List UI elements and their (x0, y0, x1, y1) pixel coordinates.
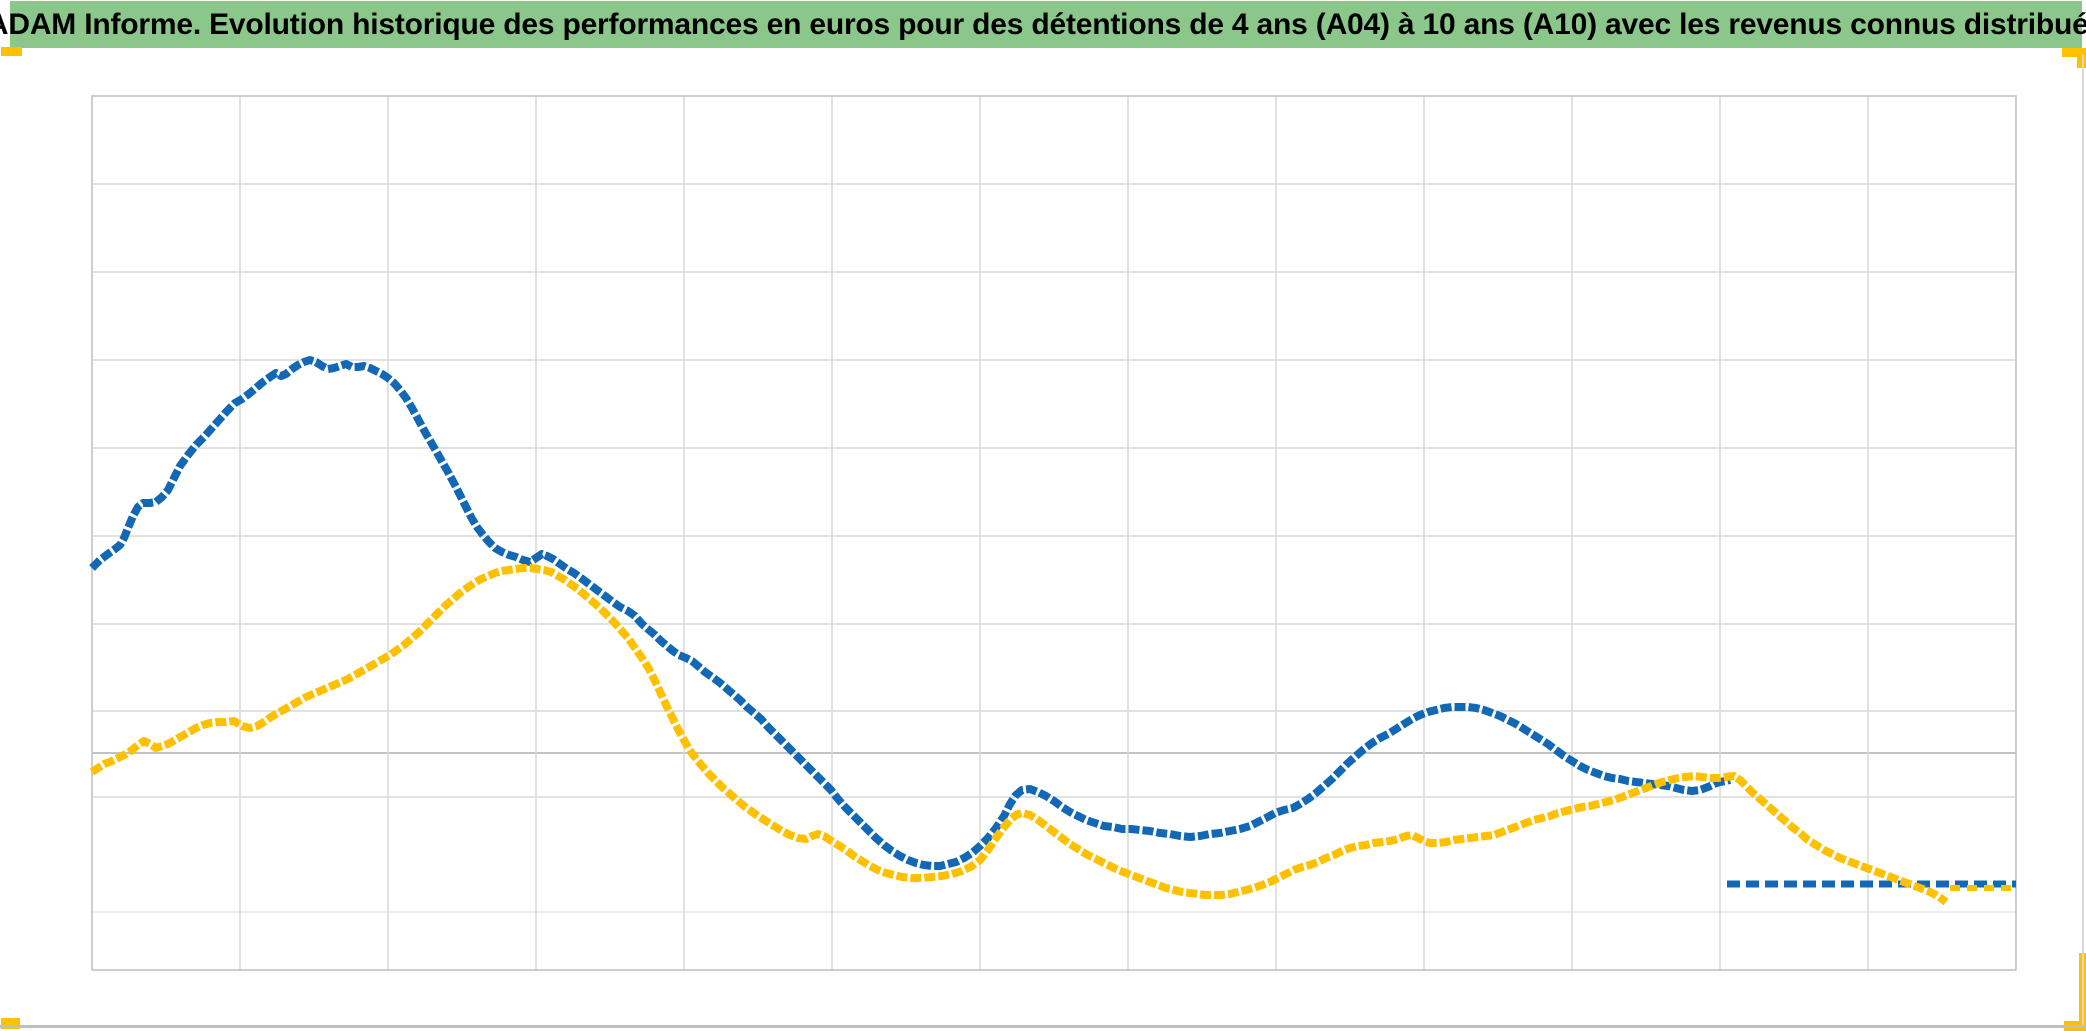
frame-right-line (2082, 55, 2084, 1025)
gold-accent-top-right-vertical (2077, 48, 2086, 68)
frame-bottom-line (0, 1025, 2086, 1028)
title-banner: ADAM Informe. Evolution historique des p… (0, 1, 2086, 48)
page-title: ADAM Informe. Evolution historique des p… (0, 7, 2086, 41)
gold-accent-bottom-left (1, 1018, 20, 1029)
blue-performance-curve (89, 356, 1731, 870)
yellow-performance-curve (89, 564, 1949, 906)
gold-accent-top-right-horizontal (2062, 48, 2086, 57)
gold-accent-top-left (1, 47, 22, 56)
plot-border (91, 95, 2017, 971)
